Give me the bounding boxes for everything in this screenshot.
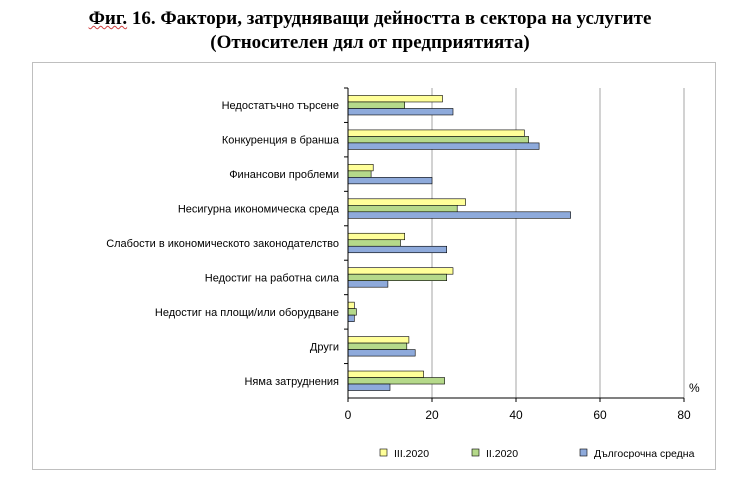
bar-9-series-3 [347, 383, 391, 391]
bar-5-series-3 [347, 245, 447, 254]
bar-7-series-1 [347, 301, 355, 309]
bar-6-series-2 [347, 273, 447, 281]
x-tick-label-60: 60 [593, 408, 607, 422]
category-label-1: Недостатъчно търсене [222, 100, 339, 112]
bar-9-series-2 [347, 377, 445, 385]
bar-9-series-1 [347, 370, 424, 378]
bar-2-series-2 [347, 136, 529, 144]
category-label-5: Слабости в икономическото законодателств… [106, 238, 339, 250]
bar-1-series-2 [347, 101, 406, 109]
bar-4-series-1 [347, 198, 466, 206]
chart-frame [32, 62, 716, 470]
bar-4-series-2 [347, 205, 458, 213]
x-tick-label-80: 80 [677, 408, 691, 422]
legend-swatch-2 [471, 448, 480, 457]
bar-2-series-1 [347, 129, 525, 137]
figure-label: Фиг. [88, 8, 128, 29]
bar-8-series-1 [347, 336, 410, 344]
category-label-7: Недостиг на площи/или оборудване [155, 307, 339, 319]
bar-1-series-3 [347, 108, 454, 116]
bar-7-series-3 [347, 314, 355, 322]
category-label-4: Несигурна икономическа среда [178, 204, 340, 216]
figure-title-text: 16. Фактори, затрудняващи дейността в се… [127, 8, 652, 29]
legend-swatch-3 [579, 448, 588, 457]
legend-label-1: III.2020 [394, 448, 429, 460]
bar-4-series-3 [347, 211, 571, 219]
bar-6-series-1 [347, 267, 454, 275]
bar-2-series-3 [347, 142, 540, 150]
x-tick-label-20: 20 [425, 408, 439, 422]
legend-label-2: II.2020 [486, 448, 518, 460]
bar-3-series-1 [347, 164, 374, 172]
x-axis-unit-label: % [689, 381, 700, 395]
bar-8-series-3 [347, 349, 416, 357]
legend-label-3: Дългосрочна средна [594, 448, 695, 460]
x-tick-label-0: 0 [345, 408, 352, 422]
category-label-8: Други [310, 341, 339, 353]
category-label-3: Финансови проблеми [229, 169, 339, 181]
category-label-2: Конкуренция в бранша [222, 135, 340, 147]
bar-6-series-3 [347, 280, 389, 288]
bar-5-series-1 [347, 232, 406, 241]
category-label-9: Няма затруднения [244, 376, 339, 388]
bar-7-series-2 [347, 308, 357, 316]
legend-swatch-1 [379, 448, 388, 457]
category-label-6: Недостиг на работна сила [205, 272, 340, 284]
bar-3-series-2 [347, 170, 372, 178]
bar-8-series-2 [347, 342, 408, 350]
bar-1-series-1 [347, 95, 443, 103]
chart-title-line2: (Относителен дял от предприятията) [210, 32, 530, 53]
bar-5-series-2 [347, 239, 401, 247]
x-tick-label-40: 40 [509, 408, 523, 422]
bar-3-series-3 [347, 177, 433, 185]
chart-title-line1: Фиг. 16. Фактори, затрудняващи дейността… [0, 8, 740, 30]
